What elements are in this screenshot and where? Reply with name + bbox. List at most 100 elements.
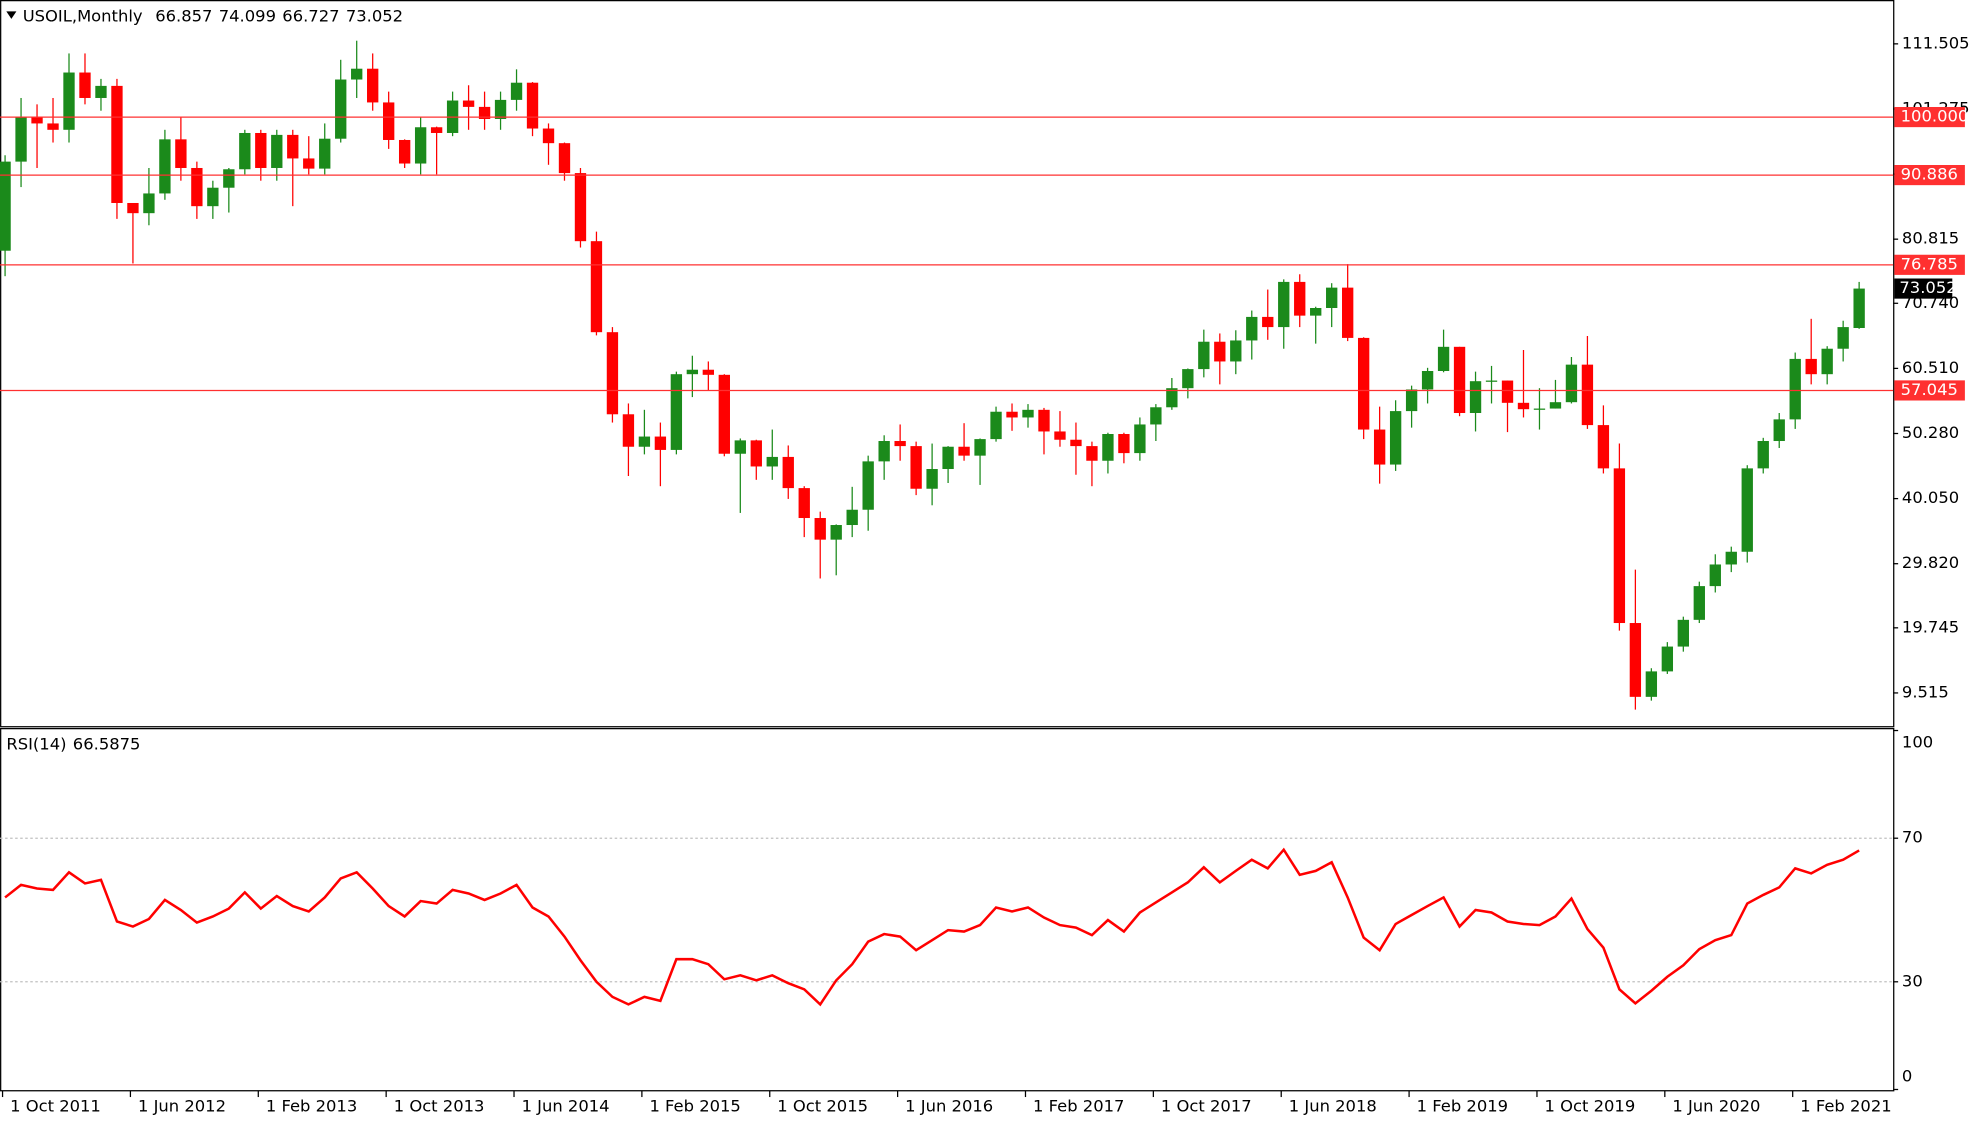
candle-body [1421, 371, 1434, 390]
candle-body [1166, 388, 1178, 408]
candle-body [430, 127, 443, 133]
candle-body [1661, 646, 1674, 672]
candle-body [1677, 619, 1689, 647]
last-price-box [1894, 278, 1953, 299]
x-tick-label: 1 Oct 2011 [10, 1097, 101, 1116]
x-tick-label: 1 Jun 2020 [1672, 1097, 1760, 1116]
candle-body [143, 193, 155, 214]
candle-body [926, 469, 938, 489]
candle-body [846, 509, 858, 526]
candle-body [319, 138, 331, 169]
candle-body [175, 139, 187, 168]
close: 73.052 [346, 6, 403, 25]
level-label-box [1894, 106, 1965, 128]
candle-body [1326, 287, 1338, 308]
candle-body [1006, 411, 1018, 418]
rsi-y-tick-label: 100 [1902, 733, 1933, 752]
candle-body [1070, 439, 1082, 447]
x-tick-label: 1 Jun 2014 [522, 1097, 610, 1116]
candle-body [1357, 337, 1370, 430]
candle-body [590, 241, 603, 333]
candle-body [31, 117, 43, 124]
level-label-box [1894, 380, 1965, 401]
rsi-line [4, 847, 1860, 1007]
candle-body [335, 79, 347, 139]
x-tick-label: 1 Feb 2021 [1800, 1097, 1891, 1116]
rsi-name: RSI(14) [6, 734, 66, 753]
candle-body [878, 441, 890, 462]
candle-body [542, 128, 555, 144]
x-tick-label: 1 Oct 2017 [1161, 1097, 1252, 1116]
y-tick-label: 80.815 [1902, 229, 1959, 248]
candle-body [1725, 551, 1737, 565]
candle-body [510, 82, 523, 100]
last-price-label: 73.052 [1899, 278, 1956, 297]
candle-body [1453, 346, 1466, 414]
candle-body [1054, 431, 1066, 440]
candle-body [207, 187, 219, 207]
candle-body [894, 441, 906, 447]
candle-body [398, 139, 411, 164]
x-tick-label: 1 Oct 2013 [394, 1097, 485, 1116]
y-tick-label: 19.745 [1902, 617, 1959, 636]
candle-body [1038, 409, 1050, 432]
candle-body [1246, 316, 1258, 341]
y-tick-label: 29.820 [1902, 553, 1959, 572]
candle-body [766, 456, 778, 467]
candle-body [95, 85, 107, 98]
candle-body [1182, 369, 1194, 389]
symbol: USOIL,Monthly [23, 6, 143, 25]
candle-body [111, 85, 123, 203]
level-label-box [1894, 254, 1965, 275]
candle-body [1757, 441, 1769, 469]
level-label: 90.886 [1901, 165, 1958, 184]
candle-body [782, 456, 794, 489]
candle-body [1821, 348, 1833, 375]
candle-body [1581, 364, 1594, 426]
candle-body [47, 123, 59, 130]
candle-body [814, 518, 826, 540]
x-tick-label: 1 Jun 2012 [138, 1097, 226, 1116]
candle-body [1102, 434, 1114, 461]
open: 66.857 [155, 6, 212, 25]
candle-body [862, 461, 874, 510]
candle-body [1294, 281, 1306, 316]
rsi-y-tick-label: 0 [1902, 1066, 1912, 1085]
rsi-y-tick-label: 70 [1902, 828, 1923, 847]
candle-body [718, 374, 730, 454]
candle-body [622, 414, 635, 447]
candle-body [462, 100, 475, 107]
candle-body [654, 436, 667, 450]
candle-body [1629, 623, 1642, 697]
candle-body [191, 167, 203, 207]
candle-body [1485, 380, 1498, 382]
candle-body [1389, 411, 1402, 465]
candle-body [734, 440, 746, 454]
candle-body [127, 202, 139, 214]
candle-body [159, 139, 171, 194]
candle-body [1693, 586, 1705, 620]
candle-body [974, 439, 986, 456]
y-tick-label: 40.050 [1902, 488, 1959, 507]
x-tick-label: 1 Feb 2015 [649, 1097, 740, 1116]
candle-body [1022, 409, 1034, 418]
candle-body [1549, 402, 1562, 409]
candle-body [910, 446, 922, 489]
rsi-pane [0, 728, 1895, 1092]
level-label: 76.785 [1901, 254, 1958, 273]
candle-body [494, 99, 507, 119]
candle-body [1118, 434, 1130, 454]
x-tick-label: 1 Feb 2019 [1417, 1097, 1508, 1116]
x-tick-label: 1 Jun 2018 [1289, 1097, 1377, 1116]
y-tick-label: 111.505 [1902, 33, 1970, 52]
candle-body [638, 436, 651, 447]
candle-body [1134, 424, 1146, 454]
main-pane [0, 0, 1895, 728]
candle-body [1310, 307, 1322, 316]
candle-body [1565, 364, 1578, 403]
high: 74.099 [219, 6, 276, 25]
candle-body [287, 134, 299, 159]
candle-body [1150, 407, 1162, 425]
candle-body [958, 446, 970, 456]
